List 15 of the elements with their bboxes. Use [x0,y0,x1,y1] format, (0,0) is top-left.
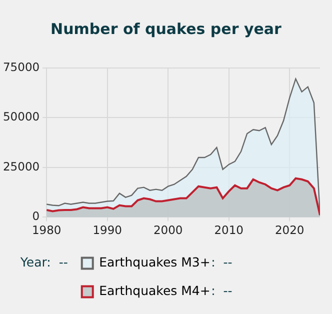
x-tick-label: 2020 [274,223,304,238]
text: Year: -- [19,254,68,270]
chart-title: Number of quakes per year [50,20,282,38]
legend-label: Earthquakes M4+ [99,283,210,298]
x-tick-label: 2010 [214,223,244,238]
x-tick-label: 2000 [153,223,183,238]
y-tick-label: 50000 [2,110,40,124]
x-tick-label: 1990 [92,223,122,238]
legend-label: Earthquakes M3+ [99,254,210,270]
text: : -- [211,283,232,298]
x-tick-label: 1980 [32,223,62,238]
y-tick-label: 75000 [2,60,40,74]
y-tick-label: 0 [32,209,40,224]
y-tick-label: 25000 [2,159,40,174]
text: : -- [211,254,232,270]
